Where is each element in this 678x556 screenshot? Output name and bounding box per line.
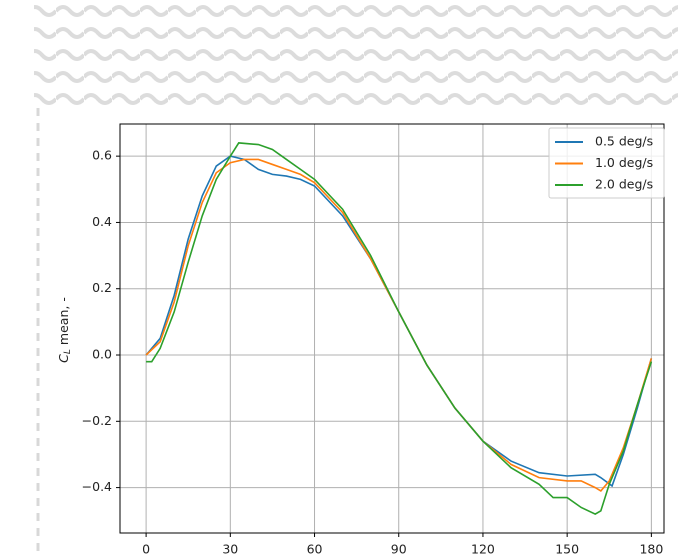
x-tick-label: 120 xyxy=(471,542,495,556)
x-tick-label: 150 xyxy=(555,542,579,556)
y-tick-label: −0.4 xyxy=(82,479,112,494)
series-line xyxy=(145,155,653,488)
y-tick-label: 0.0 xyxy=(92,347,112,362)
series-line xyxy=(145,158,653,492)
x-tick-label: 0 xyxy=(142,542,150,556)
legend: 0.5 deg/s 1.0 deg/s 2.0 deg/s xyxy=(548,127,665,199)
y-axis-label: CLmean, - xyxy=(56,297,73,363)
legend-box xyxy=(548,127,665,199)
x-tick-label: 180 xyxy=(639,542,663,556)
x-tick-label: 30 xyxy=(222,542,238,556)
y-tick-label: 0.4 xyxy=(92,214,112,229)
y-label-subscript: L xyxy=(63,349,73,354)
y-tick-label: −0.2 xyxy=(82,413,112,428)
legend-label: 0.5 deg/s xyxy=(595,134,653,149)
y-label-symbol: C xyxy=(56,354,71,363)
axes-frame xyxy=(119,123,665,534)
x-tick-label: 90 xyxy=(391,542,407,556)
lines xyxy=(145,142,653,516)
legend-label: 1.0 deg/s xyxy=(595,155,653,170)
x-tick-label: 60 xyxy=(307,542,323,556)
series-line xyxy=(146,142,653,516)
y-tick-label: 0.6 xyxy=(92,148,112,163)
y-tick-label: 0.2 xyxy=(92,280,112,295)
legend-label: 2.0 deg/s xyxy=(595,177,653,192)
y-label-text: mean, - xyxy=(56,297,71,345)
wave-decoration xyxy=(34,0,678,105)
